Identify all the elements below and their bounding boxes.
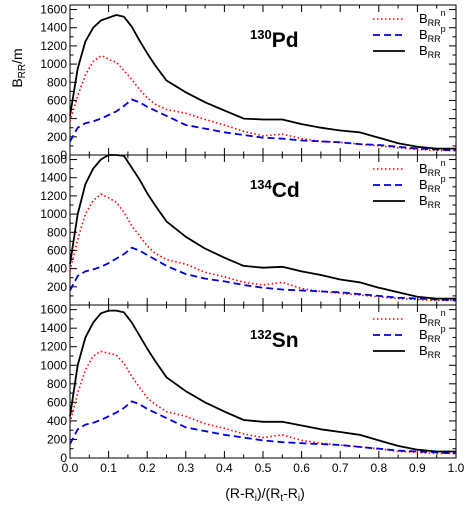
series-n-line <box>69 350 456 455</box>
y-tick-label: 1400 <box>40 171 67 185</box>
y-tick-label: 0 <box>60 148 67 162</box>
y-tick-label: 1200 <box>40 39 67 53</box>
y-tick-label: 200 <box>47 432 67 446</box>
panel-cd: 2004006008001000120014001600134CdBRRnBRR… <box>40 153 457 306</box>
y-tick-label: 600 <box>47 93 67 107</box>
x-tick-label: 0.2 <box>139 461 156 475</box>
y-tick-label: 800 <box>47 377 67 391</box>
y-tick-label: 800 <box>47 75 67 89</box>
legend-label: BRRn <box>419 8 446 28</box>
series-p-line <box>69 400 457 455</box>
y-tick-label: 600 <box>47 395 67 409</box>
x-tick-label: 1.0 <box>448 461 465 475</box>
panel-pd: 02004006008001000120014001600130PdBRRnBR… <box>40 3 457 162</box>
y-tick-label: 1600 <box>40 3 67 17</box>
y-tick-label: 400 <box>47 262 67 276</box>
y-tick-label: 1400 <box>40 21 67 35</box>
x-tick-label: 0.9 <box>409 461 426 475</box>
y-tick-label: 1200 <box>40 340 67 354</box>
y-tick-label: 200 <box>47 280 67 294</box>
panel-sn: 0 200 400 600 800 1000 1200 1400 1600 0.0 0.1 0.2 0.… <box>40 303 464 475</box>
x-tick-label: 0.6 <box>293 461 310 475</box>
y-axis-title: BRR/m <box>9 48 28 87</box>
y-tick-label: 600 <box>47 243 67 257</box>
legend-label: BRRp <box>419 324 446 344</box>
series-n-line <box>69 193 456 302</box>
y-tick-label: 1000 <box>40 207 67 221</box>
x-tick-label: 0.3 <box>177 461 194 475</box>
x-tick-label: 0.5 <box>255 461 272 475</box>
x-tick-label: 0.1 <box>100 461 117 475</box>
y-tick-label: 800 <box>47 225 67 239</box>
legend-label: BRR <box>419 193 441 210</box>
y-tick-label: 1600 <box>40 303 67 317</box>
series-p-line <box>69 98 457 152</box>
legend-label: BRR <box>419 343 441 360</box>
x-axis-title: (R-Ri)/(Rt-Ri) <box>225 485 305 504</box>
y-tick-label: 1600 <box>40 153 67 167</box>
series-tot-line <box>69 14 456 150</box>
legend-label: BRRp <box>419 174 446 194</box>
x-tick-label: 0.7 <box>332 461 349 475</box>
legend-label: BRR <box>419 43 441 60</box>
series-p-line <box>69 246 457 302</box>
y-tick-label: 1400 <box>40 321 67 335</box>
legend-label: BRRp <box>419 24 446 44</box>
series-tot-line <box>69 309 456 453</box>
y-tick-label: 400 <box>47 414 67 428</box>
y-tick-label: 1000 <box>40 358 67 372</box>
nucleus-label: 132Sn <box>250 327 299 352</box>
y-tick-label: 1000 <box>40 57 67 71</box>
y-tick-label: 1200 <box>40 189 67 203</box>
x-tick-label: 0.0 <box>62 461 79 475</box>
x-tick-label: 0.4 <box>216 461 233 475</box>
series-tot-line <box>69 154 456 300</box>
nucleus-label: 134Cd <box>250 177 300 202</box>
legend-label: BRRn <box>419 308 446 328</box>
y-tick-label: 0 <box>60 451 67 465</box>
y-tick-label: 200 <box>47 130 67 144</box>
series-n-line <box>69 55 456 152</box>
legend-label: BRRn <box>419 158 446 178</box>
x-tick-label: 0.8 <box>370 461 387 475</box>
nucleus-label: 130Pd <box>250 27 299 52</box>
y-tick-label: 400 <box>47 112 67 126</box>
